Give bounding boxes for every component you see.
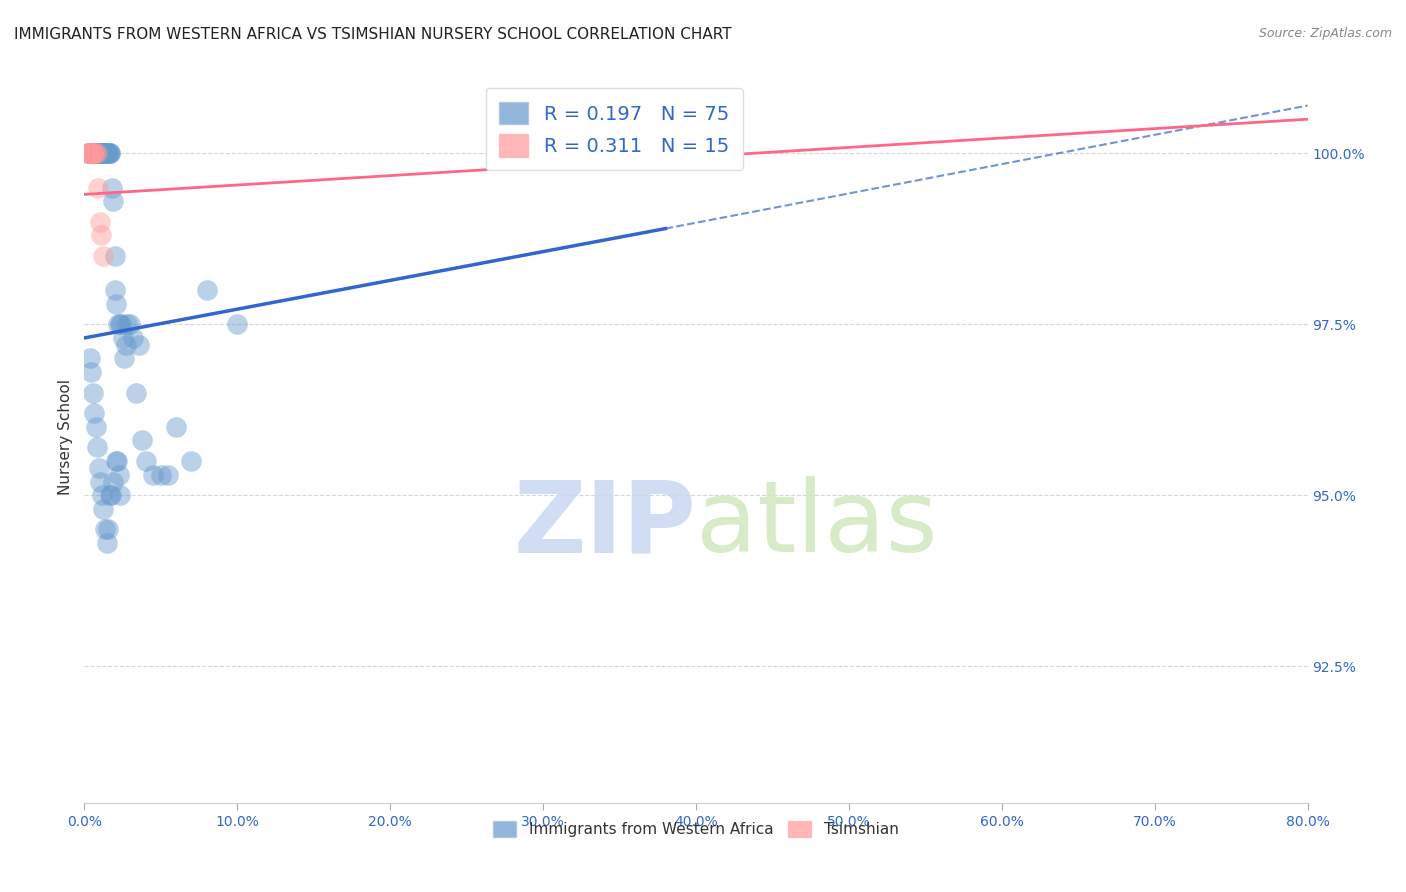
Point xyxy=(89,146,111,161)
Point xyxy=(86,146,108,161)
Point xyxy=(101,475,124,489)
Point xyxy=(86,440,108,454)
Point xyxy=(90,146,112,161)
Point xyxy=(83,146,105,161)
Point xyxy=(103,194,125,209)
Point xyxy=(87,146,110,161)
Point xyxy=(131,434,153,448)
Point xyxy=(86,146,108,161)
Point xyxy=(87,460,110,475)
Point xyxy=(83,146,105,161)
Y-axis label: Nursery School: Nursery School xyxy=(58,379,73,495)
Point xyxy=(79,351,101,366)
Point xyxy=(93,146,115,161)
Point xyxy=(89,215,111,229)
Text: Source: ZipAtlas.com: Source: ZipAtlas.com xyxy=(1258,27,1392,40)
Point xyxy=(104,283,127,297)
Point xyxy=(96,146,118,161)
Point xyxy=(89,475,111,489)
Point xyxy=(91,146,114,161)
Point xyxy=(104,249,127,263)
Point xyxy=(91,249,114,263)
Point xyxy=(105,454,128,468)
Point xyxy=(114,338,136,352)
Point xyxy=(77,146,100,161)
Point xyxy=(98,488,121,502)
Point xyxy=(111,331,134,345)
Point xyxy=(94,522,117,536)
Point xyxy=(84,146,107,161)
Point xyxy=(77,146,100,161)
Point xyxy=(82,385,104,400)
Point xyxy=(110,488,132,502)
Point xyxy=(86,146,108,161)
Point xyxy=(80,146,103,161)
Point xyxy=(195,283,218,297)
Point xyxy=(80,146,103,161)
Point xyxy=(87,180,110,194)
Point xyxy=(107,318,129,332)
Point xyxy=(84,146,107,161)
Point xyxy=(97,146,120,161)
Point xyxy=(91,488,114,502)
Point xyxy=(87,146,110,161)
Point xyxy=(125,385,148,400)
Text: ZIP: ZIP xyxy=(513,476,696,574)
Text: atlas: atlas xyxy=(696,476,938,574)
Point xyxy=(101,180,124,194)
Point xyxy=(115,318,138,332)
Point xyxy=(79,146,101,161)
Point xyxy=(80,146,103,161)
Point xyxy=(96,146,118,161)
Point xyxy=(180,454,202,468)
Point xyxy=(79,146,101,161)
Point xyxy=(226,318,249,332)
Legend: Immigrants from Western Africa, Tsimshian: Immigrants from Western Africa, Tsimshia… xyxy=(484,812,908,847)
Text: IMMIGRANTS FROM WESTERN AFRICA VS TSIMSHIAN NURSERY SCHOOL CORRELATION CHART: IMMIGRANTS FROM WESTERN AFRICA VS TSIMSH… xyxy=(14,27,731,42)
Point xyxy=(84,420,107,434)
Point xyxy=(112,351,135,366)
Point xyxy=(79,146,101,161)
Point xyxy=(97,522,120,536)
Point xyxy=(89,146,111,161)
Point xyxy=(79,146,101,161)
Point xyxy=(76,146,98,161)
Point xyxy=(149,467,172,482)
Point xyxy=(105,297,128,311)
Point xyxy=(96,536,118,550)
Point xyxy=(90,146,112,161)
Point xyxy=(135,454,157,468)
Point xyxy=(94,146,117,161)
Point xyxy=(108,318,131,332)
Point xyxy=(80,365,103,379)
Point xyxy=(93,501,115,516)
Point xyxy=(120,318,142,332)
Point xyxy=(107,467,129,482)
Point xyxy=(93,146,115,161)
Point xyxy=(91,146,114,161)
Point xyxy=(84,146,107,161)
Point xyxy=(122,331,145,345)
Point xyxy=(110,318,132,332)
Point xyxy=(80,146,103,161)
Point xyxy=(104,454,127,468)
Point xyxy=(90,228,112,243)
Point xyxy=(98,146,121,161)
Point xyxy=(89,146,111,161)
Point xyxy=(94,146,117,161)
Point xyxy=(142,467,165,482)
Point xyxy=(128,338,150,352)
Point xyxy=(83,146,105,161)
Point xyxy=(98,146,121,161)
Point xyxy=(77,146,100,161)
Point xyxy=(97,146,120,161)
Point xyxy=(165,420,187,434)
Point xyxy=(100,488,122,502)
Point xyxy=(157,467,180,482)
Point xyxy=(82,146,104,161)
Point xyxy=(83,406,105,420)
